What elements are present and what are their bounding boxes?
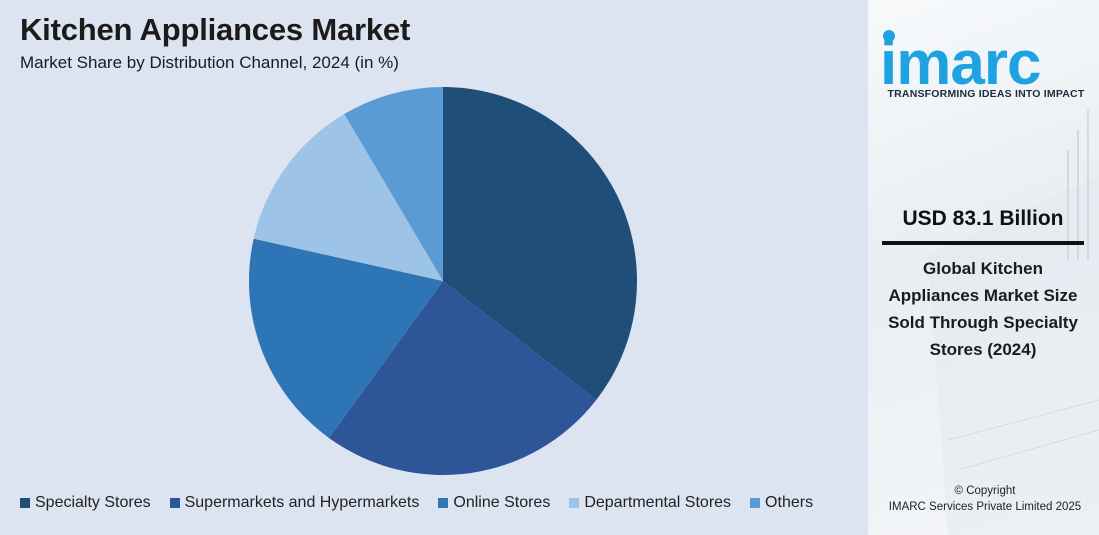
copyright-line-1: © Copyright xyxy=(954,485,1016,497)
stat-divider xyxy=(882,241,1084,245)
legend-swatch xyxy=(750,498,761,508)
legend-label: Departmental Stores xyxy=(584,494,732,511)
pie-slice-supermarkets-and-hypermarkets xyxy=(328,281,597,475)
imarc-logo: imarc xyxy=(880,29,1041,96)
legend-item: Departmental Stores xyxy=(569,494,731,512)
legend-label: Specialty Stores xyxy=(35,494,151,511)
legend-swatch xyxy=(169,498,180,508)
legend-item: Specialty Stores xyxy=(20,494,151,512)
copyright-line-2: IMARC Services Private Limited 2025 xyxy=(888,501,1082,513)
pie-slice-departmental-stores xyxy=(253,114,443,282)
logo-tagline: TRANSFORMING IDEAS INTO IMPACT xyxy=(887,88,1085,100)
legend-swatch xyxy=(569,498,580,508)
legend-swatch xyxy=(20,498,30,508)
legend-label: Others xyxy=(765,494,814,511)
pie-slice-specialty-stores xyxy=(443,87,637,400)
pie-chart xyxy=(248,87,637,475)
legend-label: Supermarkets and Hypermarkets xyxy=(184,494,420,511)
copyright: © Copyright IMARC Services Private Limit… xyxy=(876,483,1094,515)
stat-value: USD 83.1 Billion xyxy=(902,207,1064,230)
legend-label: Online Stores xyxy=(453,494,551,511)
pie-slice-online-stores xyxy=(248,238,443,438)
pie-slice-others xyxy=(344,87,443,281)
side-panel: imarc TRANSFORMING IDEAS INTO IMPACT USD… xyxy=(868,0,1099,535)
stat-description: Global Kitchen Appliances Market Size So… xyxy=(888,259,1078,359)
legend-item: Online Stores xyxy=(438,494,550,512)
legend-item: Others xyxy=(750,494,813,512)
chart-panel: Kitchen Appliances Market Market Share b… xyxy=(0,0,868,535)
chart-subtitle: Market Share by Distribution Channel, 20… xyxy=(20,53,399,72)
chart-legend: Specialty Stores Supermarkets and Hyperma… xyxy=(20,494,832,512)
logo-wordmark: imarc xyxy=(880,29,1040,96)
chart-title: Kitchen Appliances Market xyxy=(20,12,411,47)
legend-item: Supermarkets and Hypermarkets xyxy=(169,494,420,512)
legend-swatch xyxy=(438,498,449,508)
